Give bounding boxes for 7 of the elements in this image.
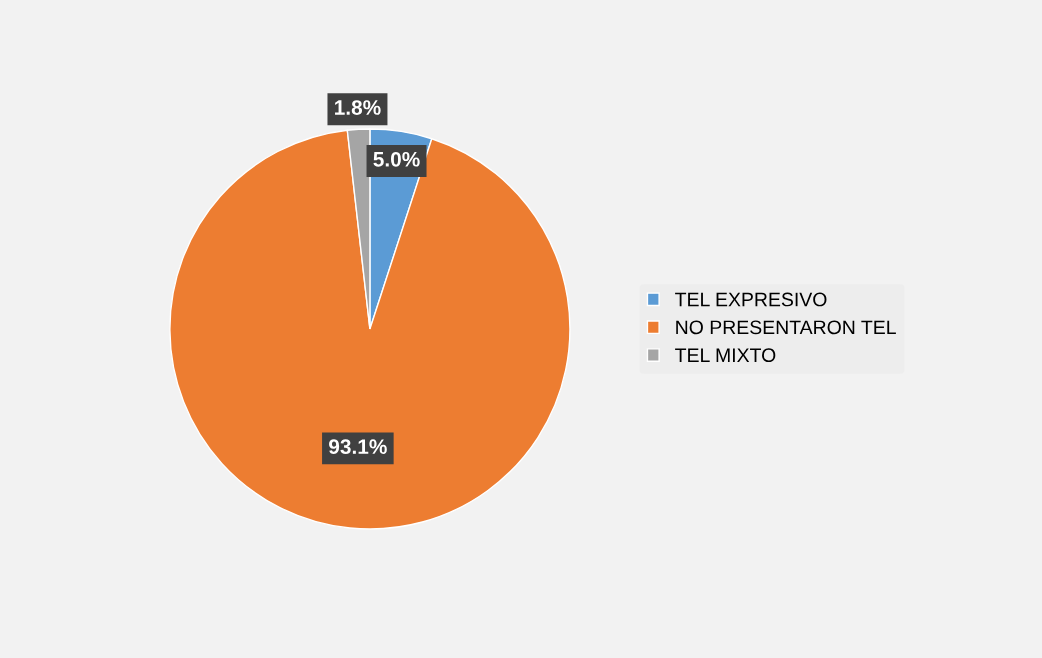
data-label: 1.8% — [335, 100, 381, 115]
legend-label: TEL MIXTO — [675, 348, 776, 363]
data-label: 93.1% — [329, 439, 387, 455]
legend-label: TEL EXPRESIVO — [675, 292, 827, 307]
pie-slice — [169, 129, 571, 530]
legend-label: NO PRESENTARON TEL — [676, 320, 896, 335]
data-label: 5.0% — [373, 151, 420, 167]
